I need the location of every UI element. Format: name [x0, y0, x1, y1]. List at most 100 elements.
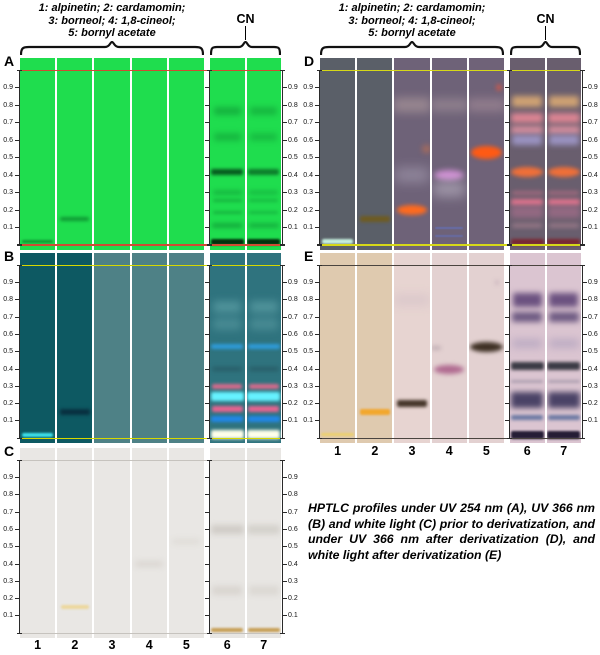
chromatography-band	[249, 318, 278, 331]
rf-scale-cap	[17, 264, 22, 267]
rf-tick	[205, 351, 209, 353]
chromatography-band	[212, 190, 242, 196]
brace-standards	[20, 41, 204, 56]
figure-caption: HPTLC profiles under UV 254 nm (A), UV 3…	[308, 501, 595, 562]
rf-tick	[283, 546, 287, 548]
rf-tick-label: 0.4	[303, 171, 313, 179]
rf-tick	[505, 192, 509, 194]
chromatography-band	[172, 539, 201, 545]
solvent-marker-line	[20, 244, 281, 246]
chromatography-band	[247, 416, 280, 423]
rf-scale-cap	[207, 437, 212, 439]
rf-tick	[283, 209, 287, 211]
chromatography-band	[547, 379, 580, 383]
rf-tick-label: 0.2	[3, 595, 13, 603]
rf-tick-label: 0.9	[288, 84, 298, 92]
lane-number: 3	[108, 638, 116, 652]
chromatography-band	[211, 416, 244, 423]
rf-scale-line	[282, 265, 283, 439]
chromatography-band	[547, 198, 580, 205]
chromatography-band	[248, 222, 279, 228]
rf-tick	[583, 334, 587, 335]
chromatography-band	[394, 98, 430, 113]
lane-2	[57, 448, 93, 638]
rf-tick	[583, 87, 587, 89]
standards-legend-line: 1: alpinetin; 2: cardamomin;	[338, 2, 486, 14]
brace-cn	[210, 41, 281, 56]
rf-tick	[205, 139, 209, 141]
chromatography-band	[549, 292, 579, 307]
chromatography-band	[468, 99, 504, 112]
rf-tick	[505, 87, 509, 89]
rf-tick-label: 0.1	[303, 417, 313, 425]
rf-tick-label: 0.7	[288, 508, 298, 516]
rf-tick-label: 0.5	[3, 543, 13, 551]
rf-scale-cap	[207, 244, 212, 246]
rf-tick	[283, 174, 287, 176]
lane-number: 6	[523, 444, 531, 458]
panel-D: D 0.9 0.8 0.7 0.6 0.5 0.4 0.3 0.2 0.1 0.9 0.8 0.7 0.6…	[300, 53, 600, 250]
lane-4	[131, 253, 167, 443]
chromatography-band	[547, 166, 580, 177]
rf-tick-label: 0.6	[303, 136, 313, 144]
rf-tick	[505, 174, 509, 176]
rf-tick-label: 0.6	[3, 526, 13, 533]
rf-tick	[315, 368, 319, 370]
lane-number: 5	[182, 638, 190, 652]
rf-scale-cap	[580, 264, 585, 267]
cn-label-group: CN	[210, 13, 281, 40]
chromatography-band	[247, 344, 280, 350]
rf-tick	[205, 122, 209, 124]
rf-scale-cap	[280, 69, 285, 72]
chromatography-band	[548, 222, 579, 228]
rf-tick	[205, 334, 209, 335]
standards-legend-line: 1: alpinetin; 2: cardamomin;	[38, 2, 186, 14]
chromatography-band	[248, 405, 280, 412]
rf-tick	[15, 368, 19, 370]
lane-numbers-row: 1 2 3 4 5 6 7	[300, 444, 600, 460]
rf-tick	[283, 494, 287, 496]
rf-scale-cap	[17, 437, 22, 439]
rf-tick	[283, 477, 287, 479]
rf-tick	[505, 368, 509, 370]
figure-left: 1: alpinetin; 2: cardamomin; 3: borneol;…	[3, 2, 298, 652]
chromatography-band	[249, 199, 279, 203]
chromatography-band	[210, 392, 244, 402]
chromatography-band	[470, 341, 503, 352]
rf-tick-label: 0.1	[588, 417, 598, 425]
rf-tick-label: 0.5	[288, 154, 298, 162]
chromatography-band	[510, 361, 544, 370]
rf-tick	[205, 563, 209, 565]
rf-tick-label: 0.1	[588, 224, 598, 232]
chromatography-band	[60, 216, 90, 221]
chromatography-band	[59, 409, 90, 416]
lane-5	[168, 58, 204, 250]
tlc-plate-C	[20, 448, 281, 638]
rf-tick-label: 0.1	[3, 417, 13, 425]
chromatography-band	[548, 190, 580, 195]
rf-tick	[283, 598, 287, 600]
rf-scale-cap	[580, 69, 585, 72]
chromatography-band	[250, 132, 278, 141]
rf-tick-label: 0.3	[288, 577, 298, 585]
rf-tick	[15, 403, 19, 405]
rf-tick	[15, 299, 19, 301]
rf-tick-label: 0.6	[3, 136, 13, 144]
chromatography-band	[211, 168, 244, 175]
standards-legend-line: 5: bornyl acetate	[368, 27, 456, 39]
rf-tick	[283, 139, 287, 141]
solvent-marker-line	[20, 264, 281, 267]
rf-tick-label: 0.8	[588, 101, 598, 109]
chromatography-band	[547, 125, 580, 134]
chromatography-band	[359, 215, 390, 222]
rf-tick-label: 0.1	[3, 612, 13, 620]
rf-tick-label: 0.9	[303, 84, 313, 92]
rf-tick-label: 0.5	[588, 154, 598, 162]
rf-tick	[205, 316, 209, 318]
rf-tick	[583, 282, 587, 284]
lane-number: 7	[560, 444, 568, 458]
lane-number: 1	[34, 638, 42, 652]
rf-tick	[15, 563, 19, 565]
rf-tick-label: 0.9	[588, 84, 598, 92]
lane-number: 4	[145, 638, 153, 652]
